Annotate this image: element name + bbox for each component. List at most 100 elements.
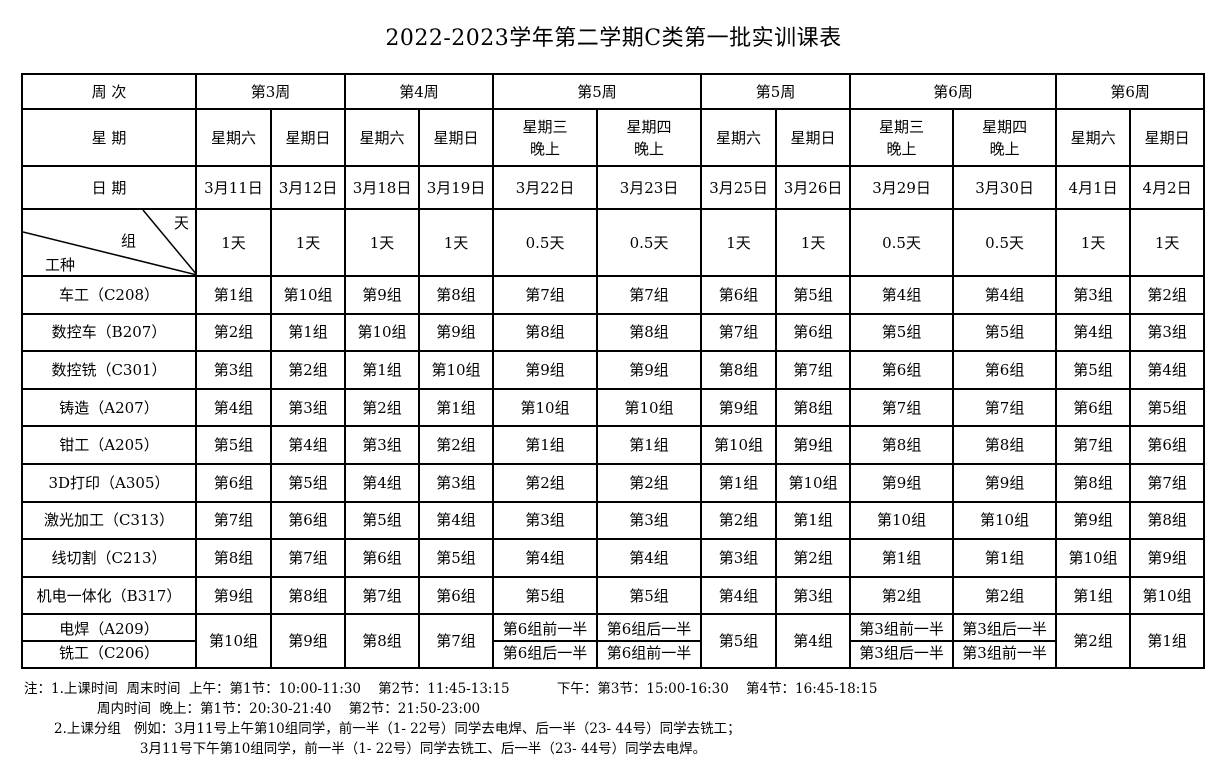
date-cell: 3月11日	[195, 165, 272, 210]
group-cell: 第8组	[269, 575, 347, 616]
group-cell: 第4组	[700, 575, 778, 616]
weekday-cell: 星期六	[1055, 108, 1132, 167]
group-cell: 第9组	[1129, 538, 1206, 578]
group-cell: 第5组	[952, 312, 1058, 353]
group-cell: 第8组	[596, 312, 703, 353]
group-cell: 第3组	[775, 575, 852, 616]
note-line: 周内时间 晚上：第1节：20:30-21:40 第2节：21:50-23:00	[24, 701, 481, 717]
diagonal-lines	[24, 211, 194, 274]
group-half-top: 第3组前一半	[852, 618, 952, 643]
group-cell: 第5组	[418, 538, 495, 578]
group-cell: 第8组	[1055, 462, 1132, 503]
group-cell: 第8组	[1129, 500, 1206, 541]
duration-cell: 0.5天	[492, 208, 599, 277]
weekday-label: 晚上	[989, 139, 1020, 158]
group-cell: 第3组	[344, 425, 421, 465]
group-cell: 第3组	[269, 387, 347, 428]
group-cell: 第6组	[700, 275, 778, 315]
group-cell: 第6组	[849, 350, 955, 390]
weekday-label: 星期四	[982, 117, 1028, 136]
note-line: 注：1.上课时间 周末时间 上午：第1节：10:00-11:30 第2节：11:…	[24, 681, 878, 697]
weekday-cell: 星期六	[344, 108, 421, 167]
date-cell: 3月29日	[849, 165, 955, 210]
group-cell: 第5组	[775, 275, 852, 315]
group-cell: 第8组	[700, 350, 778, 390]
group-cell: 第4组	[492, 538, 599, 578]
group-cell: 第9组	[269, 613, 347, 670]
group-half-bottom: 第6组后一半	[502, 644, 588, 663]
date-cell: 4月1日	[1055, 165, 1132, 210]
group-split-cell: 第3组前一半 第3组后一半	[849, 613, 955, 670]
weekday-cell: 星期日	[269, 108, 347, 167]
table-row: 机电一体化（B317） 第9组 第8组 第7组 第6组 第5组 第5组 第4组 第3组 第2组 第2…	[21, 575, 1206, 616]
date-header-label: 日 期	[21, 165, 197, 210]
weekday-label: 星期六	[1070, 128, 1116, 147]
group-cell: 第1组	[344, 350, 421, 390]
group-cell: 第7组	[1055, 425, 1132, 465]
group-cell: 第10组	[1129, 575, 1206, 616]
weekday-label: 星期六	[716, 128, 762, 147]
group-cell: 第2组	[1055, 613, 1132, 670]
weekday-label: 星期三	[522, 117, 568, 136]
group-cell: 第2组	[596, 462, 703, 503]
group-cell: 第5组	[344, 500, 421, 541]
duration-cell: 1天	[1055, 208, 1132, 277]
weekday-label: 星期六	[210, 128, 256, 147]
group-cell: 第2组	[849, 575, 955, 616]
table-row: 3D打印（A305） 第6组 第5组 第4组 第3组 第2组 第2组 第1组 第10组 第9组 第9…	[21, 462, 1206, 503]
group-split-cell: 第6组前一半 第6组后一半	[492, 613, 599, 670]
weekday-cell: 星期日	[1129, 108, 1206, 167]
group-cell: 第7组	[700, 312, 778, 353]
job-name-cell: 机电一体化（B317）	[21, 575, 197, 616]
table-row: 线切割（C213） 第8组 第7组 第6组 第5组 第4组 第4组 第3组 第2组 第1组 第1组第…	[21, 538, 1206, 578]
job-name-cell: 铸造（A207）	[21, 387, 197, 428]
weekday-label: 星期四	[626, 117, 672, 136]
group-cell: 第6组	[1055, 387, 1132, 428]
job-name-cell: 数控车（B207）	[21, 312, 197, 353]
group-cell: 第7组	[269, 538, 347, 578]
group-cell: 第2组	[492, 462, 599, 503]
week-cell: 第6周	[849, 73, 1058, 110]
group-half-top: 第6组后一半	[599, 618, 700, 643]
weekday-cell: 星期四 晚上	[596, 108, 703, 167]
group-cell: 第9组	[418, 312, 495, 353]
duration-cell: 1天	[344, 208, 421, 277]
group-cell: 第1组	[952, 538, 1058, 578]
duration-cell: 1天	[1129, 208, 1206, 277]
group-cell: 第1组	[700, 462, 778, 503]
date-cell: 3月23日	[596, 165, 703, 210]
group-cell: 第2组	[344, 387, 421, 428]
group-cell: 第2组	[700, 500, 778, 541]
group-half-bottom: 第6组前一半	[606, 644, 692, 663]
duration-cell: 1天	[700, 208, 778, 277]
date-cell: 3月19日	[418, 165, 495, 210]
diag-group-label: 组	[121, 232, 137, 250]
diag-day-label: 天	[173, 214, 189, 232]
group-cell: 第4组	[775, 613, 852, 670]
group-cell: 第6组	[195, 462, 272, 503]
group-cell: 第7组	[952, 387, 1058, 428]
group-cell: 第3组	[1129, 312, 1206, 353]
weekday-label: 星期六	[359, 128, 405, 147]
weekday-label: 晚上	[634, 139, 665, 158]
group-cell: 第1组	[195, 275, 272, 315]
group-cell: 第9组	[849, 462, 955, 503]
date-row: 日 期 3月11日 3月12日 3月18日 3月19日 3月22日 3月23日 3月25日 3…	[21, 165, 1206, 210]
job-name-cell: 激光加工（C313）	[21, 500, 197, 541]
notes-section: 注：1.上课时间 周末时间 上午：第1节：10:00-11:30 第2节：11:…	[24, 679, 877, 759]
table-row: 数控车（B207） 第2组 第1组 第10组 第9组 第8组 第8组 第7组 第6组 第5组 第5组…	[21, 312, 1206, 353]
date-cell: 3月26日	[775, 165, 852, 210]
group-cell: 第3组	[195, 350, 272, 390]
date-cell: 3月22日	[492, 165, 599, 210]
week-cell: 第6周	[1055, 73, 1206, 110]
week-header-label: 周 次	[21, 73, 197, 110]
group-cell: 第10组	[700, 425, 778, 465]
group-cell: 第7组	[849, 387, 955, 428]
group-cell: 第5组	[492, 575, 599, 616]
group-cell: 第7组	[1129, 462, 1206, 503]
duration-cell: 0.5天	[849, 208, 955, 277]
date-cell: 3月12日	[269, 165, 347, 210]
weekday-label: 星期日	[433, 128, 479, 147]
group-cell: 第4组	[1129, 350, 1206, 390]
job-name-cell: 车工（C208）	[21, 275, 197, 315]
